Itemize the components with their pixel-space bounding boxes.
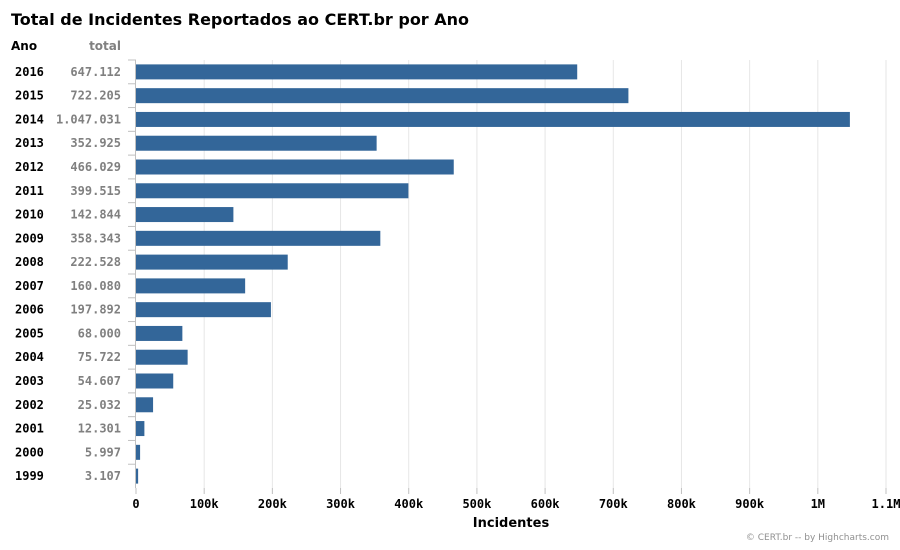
bar-2015[interactable] [136,88,629,104]
year-label: 2004 [15,350,44,364]
total-label: 1.047.031 [56,112,121,126]
x-tick-label: 500k [462,497,492,511]
value-header: total [89,39,121,53]
total-label: 75.722 [78,350,121,364]
total-label: 358.343 [70,231,121,245]
x-tick-label: 800k [667,497,697,511]
bar-2002[interactable] [136,397,154,413]
total-label: 399.515 [70,184,121,198]
total-label: 466.029 [70,160,121,174]
year-label: 2006 [15,303,44,317]
x-tick-label: 300k [326,497,356,511]
year-label: 2010 [15,208,44,222]
year-label: 2014 [15,112,44,126]
year-label: 2011 [15,184,44,198]
total-label: 25.032 [78,398,121,412]
bar-2006[interactable] [136,302,271,318]
credits-link[interactable]: © CERT.br -- by Highcharts.com [746,533,889,543]
bar-2013[interactable] [136,135,377,151]
total-label: 68.000 [78,326,121,340]
bar-2003[interactable] [136,373,174,389]
year-label: 2009 [15,231,44,245]
x-tick-label: 700k [599,497,629,511]
x-tick-label: 400k [394,497,424,511]
bar-2011[interactable] [136,183,409,199]
year-label: 2008 [15,255,44,269]
x-tick-label: 0 [132,497,139,511]
bar-2012[interactable] [136,159,454,175]
year-label: 2013 [15,136,44,150]
year-label: 2016 [15,65,44,79]
bar-2008[interactable] [136,254,288,270]
bar-1999[interactable] [136,468,139,484]
x-tick-label: 1.1M [872,497,900,511]
total-label: 222.528 [70,255,121,269]
total-label: 352.925 [70,136,121,150]
bar-series [136,64,850,484]
year-label: 1999 [15,469,44,483]
bar-2005[interactable] [136,325,183,341]
grid-lines [128,59,887,488]
bar-2014[interactable] [136,111,850,127]
bar-2009[interactable] [136,230,381,246]
total-label: 722.205 [70,89,121,103]
x-tick-label: 100k [190,497,220,511]
bar-2004[interactable] [136,349,188,365]
bar-2016[interactable] [136,64,578,80]
year-label: 2015 [15,89,44,103]
year-label: 2005 [15,326,44,340]
bar-2000[interactable] [136,444,141,460]
total-label: 3.107 [85,469,121,483]
total-label: 12.301 [78,422,121,436]
total-label: 160.080 [70,279,121,293]
bar-2001[interactable] [136,421,145,437]
year-label: 2007 [15,279,44,293]
chart-title: Total de Incidentes Reportados ao CERT.b… [11,10,469,29]
x-tick-label: 1M [811,497,825,511]
x-tick-label: 600k [531,497,561,511]
x-tick-label: 900k [735,497,765,511]
total-label: 54.607 [78,374,121,388]
row-labels: 2016 647.112 2015 722.205 2014 1.047.031 2013 3… [15,65,121,483]
year-label: 2003 [15,374,44,388]
bar-2010[interactable] [136,207,234,223]
x-tick-label: 200k [258,497,288,511]
bar-2007[interactable] [136,278,246,294]
category-header: Ano [11,39,37,53]
total-label: 5.997 [85,445,121,459]
total-label: 647.112 [70,65,121,79]
total-label: 142.844 [70,208,121,222]
total-label: 197.892 [70,303,121,317]
x-axis-ticks: 0 100k 200k 300k 400k 500k 600k 700k 800k 900k 1M 1… [132,488,900,511]
year-label: 2001 [15,422,44,436]
year-label: 2000 [15,445,44,459]
year-label: 2012 [15,160,44,174]
year-label: 2002 [15,398,44,412]
x-axis-title: Incidentes [473,516,550,531]
